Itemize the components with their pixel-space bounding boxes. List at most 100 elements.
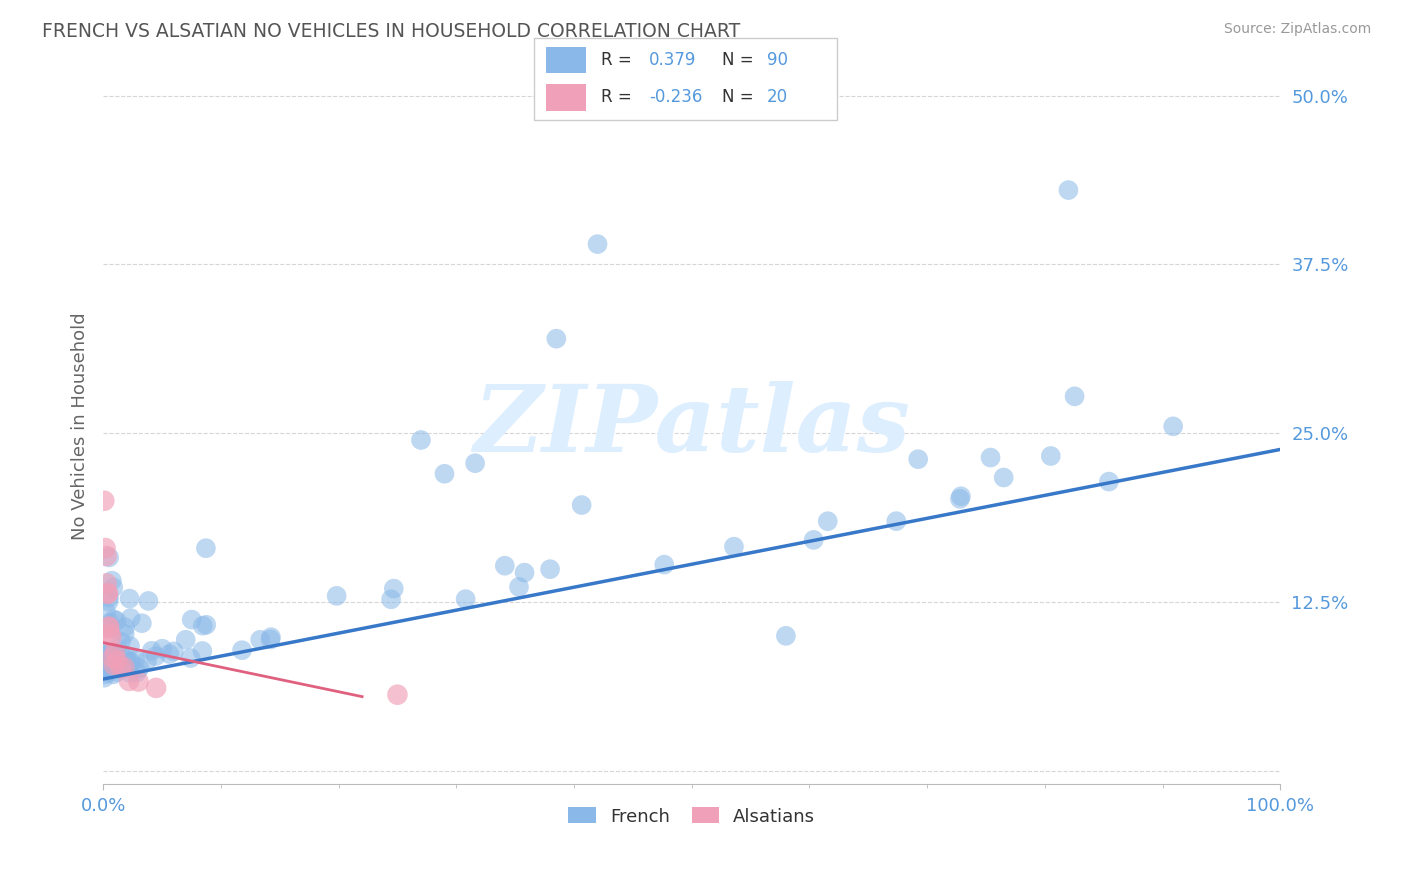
Point bbox=[136, 654, 159, 668]
Point bbox=[96, 576, 118, 591]
Point bbox=[118, 656, 141, 670]
Point bbox=[231, 643, 253, 657]
Point bbox=[1039, 449, 1062, 463]
Point bbox=[1057, 183, 1080, 197]
Point bbox=[96, 605, 118, 619]
Point bbox=[97, 621, 120, 635]
Point bbox=[98, 619, 121, 633]
Point bbox=[454, 592, 477, 607]
Point bbox=[174, 632, 197, 647]
Point bbox=[98, 615, 121, 630]
Point bbox=[112, 659, 135, 673]
Point bbox=[120, 665, 142, 680]
Y-axis label: No Vehicles in Household: No Vehicles in Household bbox=[72, 313, 89, 541]
Text: 20: 20 bbox=[768, 88, 789, 106]
Point bbox=[93, 671, 115, 685]
Point bbox=[98, 627, 121, 641]
Point bbox=[380, 592, 402, 607]
Point bbox=[508, 580, 530, 594]
Point bbox=[98, 621, 121, 635]
Point bbox=[108, 644, 131, 658]
Point bbox=[94, 541, 117, 555]
Text: Source: ZipAtlas.com: Source: ZipAtlas.com bbox=[1223, 22, 1371, 37]
Point bbox=[103, 652, 125, 666]
Point bbox=[191, 644, 214, 658]
Point bbox=[259, 632, 281, 647]
Point bbox=[513, 566, 536, 580]
Point bbox=[993, 470, 1015, 484]
Point bbox=[538, 562, 561, 576]
Point bbox=[124, 653, 146, 667]
Point bbox=[103, 667, 125, 681]
Point bbox=[93, 667, 115, 681]
Point bbox=[98, 647, 121, 661]
Point bbox=[103, 612, 125, 626]
Point bbox=[100, 630, 122, 644]
Point bbox=[803, 533, 825, 547]
Point bbox=[103, 658, 125, 673]
Point bbox=[586, 237, 609, 252]
Point bbox=[118, 591, 141, 606]
Text: N =: N = bbox=[721, 51, 759, 69]
Point bbox=[101, 650, 124, 665]
Point bbox=[195, 617, 218, 632]
Point bbox=[105, 665, 128, 679]
Point bbox=[110, 634, 132, 648]
Text: ZIPatlas: ZIPatlas bbox=[474, 382, 910, 472]
Point bbox=[110, 661, 132, 675]
Point bbox=[191, 618, 214, 632]
Point bbox=[127, 674, 149, 689]
Point bbox=[93, 646, 115, 660]
Point bbox=[114, 620, 136, 634]
Point bbox=[112, 661, 135, 675]
Point bbox=[145, 649, 167, 664]
Point bbox=[96, 549, 118, 563]
Point bbox=[98, 591, 121, 605]
Point bbox=[94, 647, 117, 661]
Point bbox=[115, 652, 138, 666]
Point bbox=[120, 611, 142, 625]
Text: R =: R = bbox=[600, 88, 637, 106]
Point bbox=[652, 558, 675, 572]
Point bbox=[884, 514, 907, 528]
Point bbox=[180, 651, 202, 665]
Bar bbox=[547, 46, 586, 73]
Point bbox=[260, 630, 283, 644]
Point bbox=[112, 660, 135, 674]
Point bbox=[98, 661, 121, 675]
Point bbox=[118, 639, 141, 653]
Point bbox=[409, 433, 432, 447]
Point bbox=[157, 647, 180, 661]
Point bbox=[775, 629, 797, 643]
Point bbox=[1161, 419, 1184, 434]
Point bbox=[94, 658, 117, 673]
Point bbox=[980, 450, 1002, 465]
Text: N =: N = bbox=[721, 88, 759, 106]
Bar bbox=[547, 85, 586, 111]
Point bbox=[97, 587, 120, 601]
Point bbox=[120, 655, 142, 669]
Point bbox=[101, 574, 124, 588]
Point bbox=[97, 586, 120, 600]
Point bbox=[949, 489, 972, 503]
Point bbox=[98, 550, 121, 565]
Point bbox=[105, 654, 128, 668]
Point bbox=[387, 688, 409, 702]
Text: FRENCH VS ALSATIAN NO VEHICLES IN HOUSEHOLD CORRELATION CHART: FRENCH VS ALSATIAN NO VEHICLES IN HOUSEH… bbox=[42, 22, 741, 41]
Point bbox=[138, 594, 160, 608]
Point bbox=[145, 681, 167, 695]
Point bbox=[163, 644, 186, 658]
Point bbox=[546, 332, 568, 346]
Legend: French, Alsatians: French, Alsatians bbox=[568, 807, 815, 825]
Point bbox=[114, 627, 136, 641]
Point bbox=[150, 641, 173, 656]
Point bbox=[128, 661, 150, 675]
Point bbox=[949, 491, 972, 506]
Text: -0.236: -0.236 bbox=[650, 88, 703, 106]
Point bbox=[141, 644, 163, 658]
Text: 90: 90 bbox=[768, 51, 787, 69]
Point bbox=[1098, 475, 1121, 489]
Point bbox=[723, 540, 745, 554]
Point bbox=[108, 660, 131, 674]
Point bbox=[93, 493, 115, 508]
